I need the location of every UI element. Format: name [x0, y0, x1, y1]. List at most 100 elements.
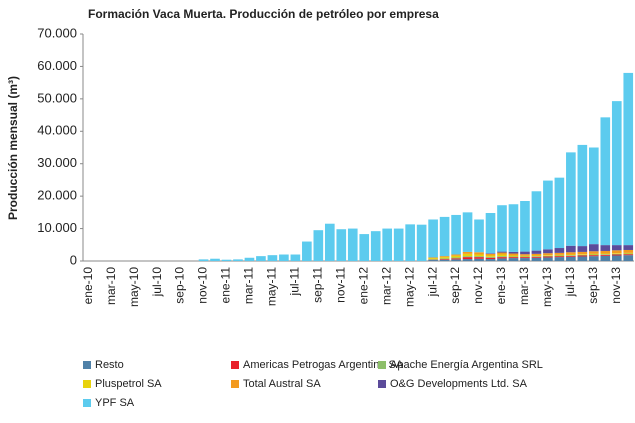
bar-segment	[543, 249, 553, 254]
x-tick-label: jul-11	[288, 267, 302, 297]
bar-segment	[485, 255, 496, 257]
bar-segment	[531, 255, 542, 257]
bar-segment	[554, 255, 565, 257]
bar-segment	[623, 252, 634, 254]
bar-segment	[497, 256, 507, 258]
y-tick-label: 30.000	[37, 155, 77, 170]
bar-segment	[451, 257, 461, 259]
bar-segment	[485, 213, 496, 254]
legend-label: Total Austral SA	[243, 378, 321, 390]
bar-segment	[554, 252, 565, 255]
bar-segment	[324, 223, 335, 261]
bar-segment	[485, 257, 496, 260]
bar-segment	[600, 253, 611, 255]
bar-segment	[600, 250, 611, 254]
bar-segment	[600, 245, 611, 251]
bar-segment	[313, 230, 324, 261]
bar-segment	[600, 117, 611, 246]
x-tick-label: may-13	[540, 267, 554, 307]
legend-swatch	[83, 399, 91, 407]
x-tick-label: jul-10	[150, 267, 164, 298]
x-tick-label: sep-11	[310, 267, 324, 303]
bar-segment	[577, 254, 588, 255]
bar-segment	[428, 260, 438, 261]
bar-segment	[290, 254, 301, 261]
bar-segment	[508, 255, 519, 257]
bar-segment	[508, 256, 519, 258]
bar-segment	[577, 256, 588, 261]
bar-segment	[497, 251, 507, 253]
bar-segment	[451, 255, 461, 258]
bar-segment	[302, 241, 312, 261]
bar-segment	[611, 255, 622, 261]
bar-segment	[623, 249, 634, 253]
x-tick-label: nov-12	[471, 267, 485, 304]
bar-segment	[279, 254, 289, 261]
bar-segment	[566, 245, 576, 253]
bar-segment	[462, 212, 473, 252]
bar-segment	[451, 258, 461, 260]
bar-segment	[566, 255, 576, 256]
bar-segment	[554, 177, 565, 249]
bar-segment	[474, 219, 484, 253]
bar-segment	[531, 191, 542, 251]
x-tick-label: mar-12	[379, 267, 393, 305]
bar-segment	[439, 259, 450, 261]
bar-segment	[589, 254, 599, 256]
bar-segment	[267, 255, 278, 261]
bar-segment	[497, 252, 507, 255]
x-tick-label: sep-10	[173, 267, 187, 304]
bar-segment	[554, 256, 565, 258]
legend-swatch	[83, 380, 91, 388]
x-tick-label: nov-13	[609, 267, 623, 304]
y-tick-label: 10.000	[37, 220, 77, 235]
bar-segment	[439, 259, 450, 260]
bar-segment	[589, 253, 599, 255]
bar-segment	[508, 204, 519, 252]
bar-segment	[244, 257, 255, 261]
x-tick-label: mar-11	[242, 267, 256, 304]
legend-swatch	[378, 380, 386, 388]
x-tick-label: mar-13	[517, 267, 531, 305]
bar-segment	[543, 253, 553, 256]
chart-title: Formación Vaca Muerta. Producción de pet…	[88, 7, 439, 21]
bar-segment	[428, 259, 438, 260]
bar-segment	[554, 257, 565, 261]
bar-segment	[462, 256, 473, 258]
bar-segment	[485, 253, 496, 256]
bar-segment	[566, 252, 576, 255]
legend-label: Pluspetrol SA	[95, 378, 162, 390]
bar-segment	[210, 258, 220, 261]
bar-segment	[611, 254, 622, 256]
x-tick-label: ene-11	[219, 267, 233, 304]
bar-segment	[497, 254, 507, 257]
bar-segment	[577, 144, 588, 247]
bar-segment	[577, 251, 588, 255]
bar-segment	[439, 257, 450, 259]
bar-segment	[451, 259, 461, 261]
bar-segment	[554, 254, 565, 256]
bar-segment	[600, 255, 611, 261]
bar-segment	[416, 224, 427, 261]
bar-segment	[520, 255, 530, 257]
bar-segment	[611, 101, 622, 246]
bar-segment	[520, 201, 530, 252]
bar-segment	[474, 254, 484, 257]
bar-segment	[531, 257, 542, 261]
bar-segment	[256, 256, 266, 261]
x-tick-label: jul-13	[563, 267, 577, 298]
x-tick-label: nov-11	[333, 267, 347, 303]
legend-label: YPF SA	[95, 397, 135, 409]
bar-segment	[520, 258, 530, 261]
bar-segment	[623, 253, 634, 255]
bar-segment	[462, 251, 473, 254]
bar-segment	[428, 257, 438, 259]
y-tick-label: 20.000	[37, 188, 77, 203]
legend-swatch	[231, 361, 239, 369]
x-tick-label: sep-13	[586, 267, 600, 304]
legend-label: O&G Developments Ltd. SA	[390, 378, 528, 390]
bar-segment	[577, 254, 588, 256]
y-tick-label: 50.000	[37, 90, 77, 105]
bar-segment	[589, 256, 599, 261]
